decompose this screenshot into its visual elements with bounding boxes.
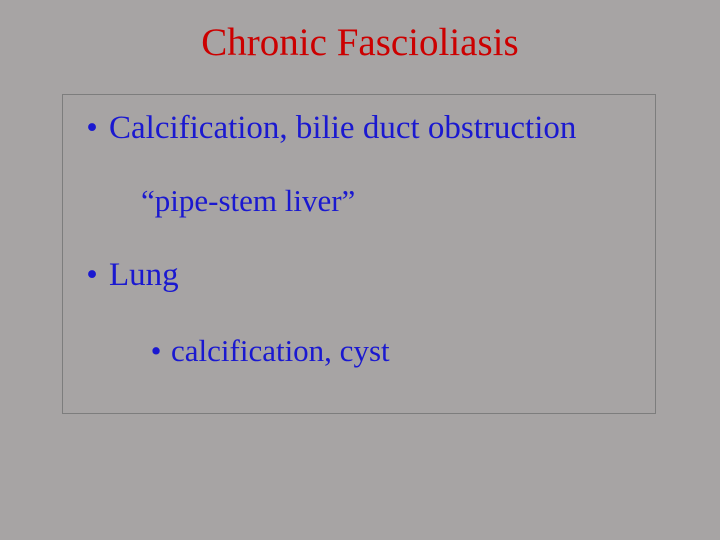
bullet-level1: • Calcification, bilie duct obstruction bbox=[75, 110, 647, 148]
bullet-level2: “pipe-stem liver” bbox=[141, 183, 647, 219]
bullet-icon: • bbox=[75, 110, 109, 148]
bullet-level2: • calcification, cyst bbox=[141, 333, 647, 369]
content-box: • Calcification, bilie duct obstruction … bbox=[62, 94, 656, 414]
slide-title: Chronic Fascioliasis bbox=[0, 20, 720, 65]
slide: Chronic Fascioliasis • Calcification, bi… bbox=[0, 0, 720, 540]
bullet-text: “pipe-stem liver” bbox=[141, 183, 647, 219]
bullet-text: Lung bbox=[109, 257, 647, 295]
bullet-icon: • bbox=[75, 257, 109, 295]
bullet-text: Calcification, bilie duct obstruction bbox=[109, 110, 647, 148]
bullet-text: calcification, cyst bbox=[171, 333, 647, 369]
bullet-icon: • bbox=[141, 333, 171, 369]
bullet-level1: • Lung bbox=[75, 257, 647, 295]
